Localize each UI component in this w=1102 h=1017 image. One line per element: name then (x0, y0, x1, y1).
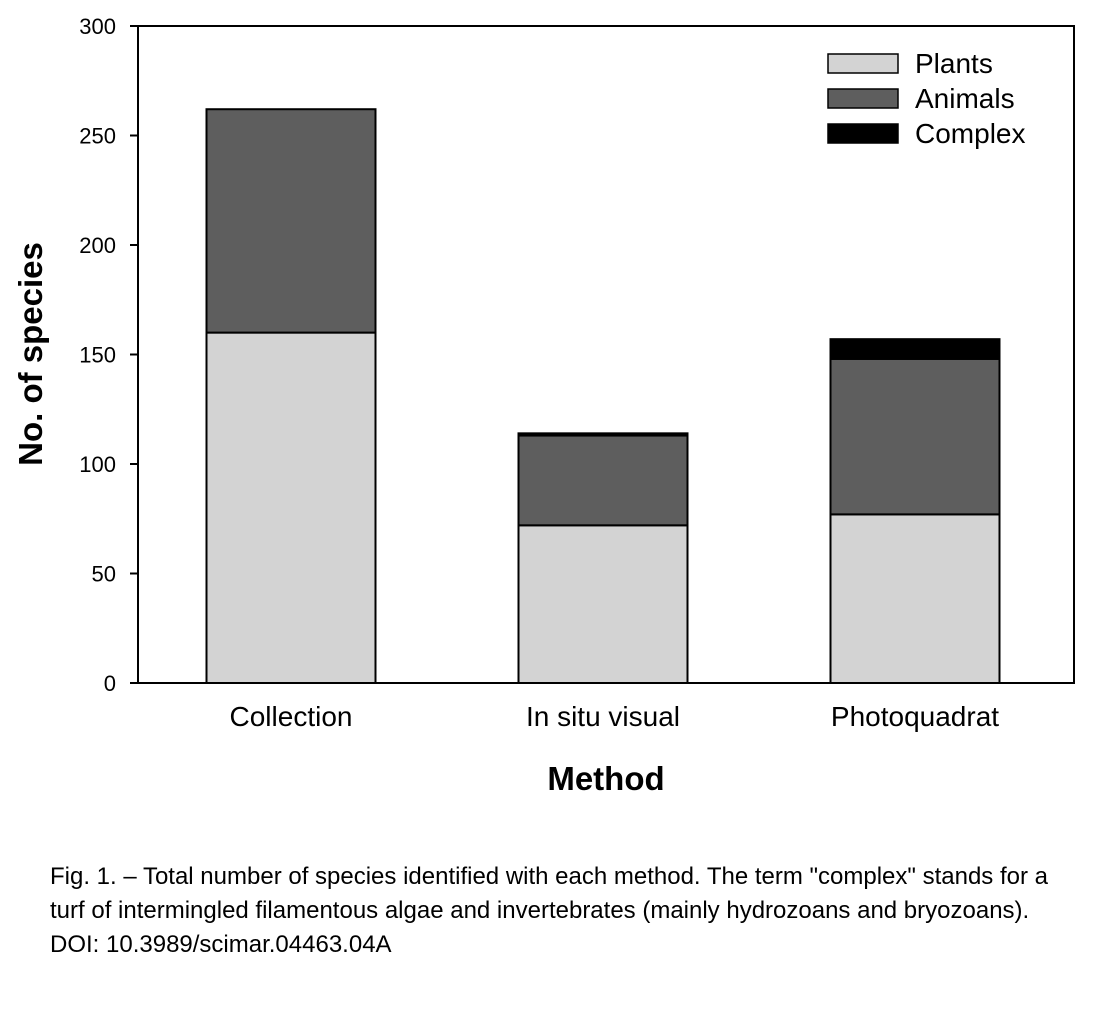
plot-area (137, 25, 1075, 684)
y-tick-label: 200 (79, 233, 116, 258)
legend-swatch-complex (827, 123, 899, 144)
y-tick-label: 50 (92, 562, 116, 587)
legend-label-complex: Complex (915, 118, 1025, 149)
legend-label-animals: Animals (915, 83, 1015, 114)
legend-swatch-animals (827, 88, 899, 109)
y-axis-title: No. of species (12, 242, 49, 466)
y-tick-label: 250 (79, 124, 116, 149)
y-tick-label: 0 (104, 671, 116, 696)
bar-segment-plants (517, 524, 689, 684)
legend-swatch-plants (827, 53, 899, 74)
stacked-bar-chart: 0 50 100 150 200 250 300 Collection In situ vis… (12, 14, 1075, 797)
bar-segment-plants (205, 331, 377, 684)
y-axis: 0 50 100 150 200 250 300 (79, 14, 138, 696)
x-tick-label: Collection (230, 701, 353, 732)
bar-segment-complex (517, 432, 689, 437)
bar-segment-animals (517, 434, 689, 527)
x-tick-label: Photoquadrat (831, 701, 999, 732)
x-tick-label: In situ visual (526, 701, 680, 732)
figure-caption: Fig. 1. – Total number of species identi… (50, 863, 1048, 958)
y-tick-label: 100 (79, 452, 116, 477)
x-axis-title: Method (547, 760, 664, 797)
y-tick-label: 300 (79, 14, 116, 39)
bar-segment-complex (829, 338, 1001, 360)
bar-segment-animals (205, 108, 377, 334)
bar-segment-animals (829, 357, 1001, 516)
y-tick-label: 150 (79, 343, 116, 368)
legend: Plants Animals Complex (827, 48, 1025, 149)
legend-label-plants: Plants (915, 48, 993, 79)
bar-segment-plants (829, 513, 1001, 684)
x-axis: Collection In situ visual Photoquadrat (230, 701, 1000, 732)
